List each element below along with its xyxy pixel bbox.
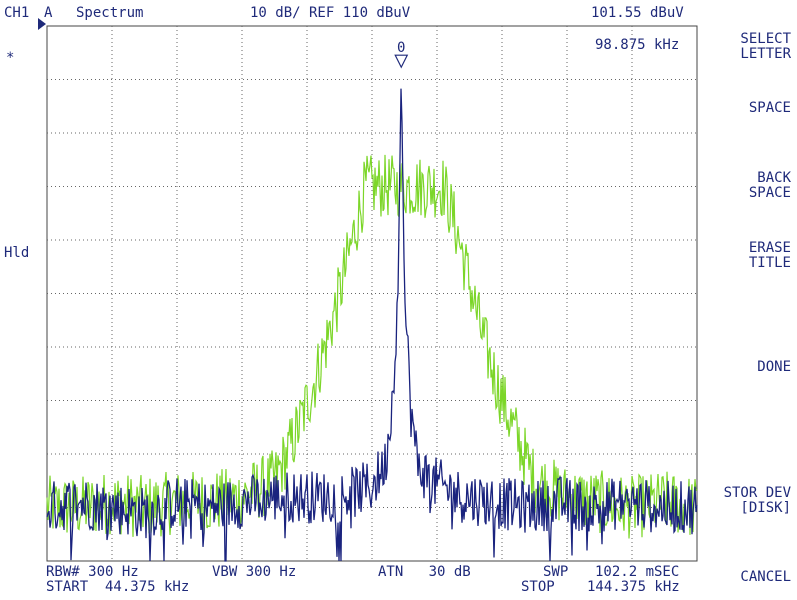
atn-label: ATN 30 dB	[378, 564, 471, 580]
softkey-done[interactable]: DONE	[757, 359, 791, 375]
swp-time-label: 102.2 mSEC	[595, 564, 680, 580]
marker	[394, 54, 409, 69]
softkey-space[interactable]: SPACE	[748, 100, 791, 116]
trace-label: A	[44, 5, 53, 21]
marker-freq-readout: 98.875 kHz	[595, 37, 680, 53]
softkey-stor-dev[interactable]: STOR DEV [DISK]	[723, 485, 791, 516]
mode-label: Spectrum	[76, 5, 144, 21]
marker-label: 0	[397, 40, 406, 56]
softkey-cancel[interactable]: CANCEL	[740, 569, 791, 585]
swp-label: SWP	[543, 564, 569, 580]
stop-freq-label: 144.375 kHz	[587, 579, 680, 595]
trace-blue	[46, 88, 698, 562]
marker-level-readout: 101.55 dBuV	[591, 5, 684, 21]
softkey-erase-title[interactable]: ERASE TITLE	[748, 240, 791, 271]
rbw-label: RBW# 300 Hz	[46, 564, 139, 580]
vbw-label: VBW 300 Hz	[212, 564, 297, 580]
hold-indicator: Hld	[4, 245, 30, 261]
stop-label: STOP	[521, 579, 555, 595]
scale-ref-label: 10 dB/ REF 110 dBuV	[250, 5, 411, 21]
marker-triangle-icon	[394, 54, 409, 69]
traces	[46, 88, 698, 562]
softkey-back-space[interactable]: BACK SPACE	[748, 170, 791, 201]
start-freq-label: START 44.375 kHz	[46, 579, 190, 595]
ref-level-pointer-icon	[38, 18, 46, 30]
softkey-select-letter[interactable]: SELECT LETTER	[740, 31, 791, 62]
channel-label: CH1	[4, 5, 30, 21]
asterisk-indicator: *	[6, 50, 15, 66]
trace-green	[46, 154, 698, 539]
